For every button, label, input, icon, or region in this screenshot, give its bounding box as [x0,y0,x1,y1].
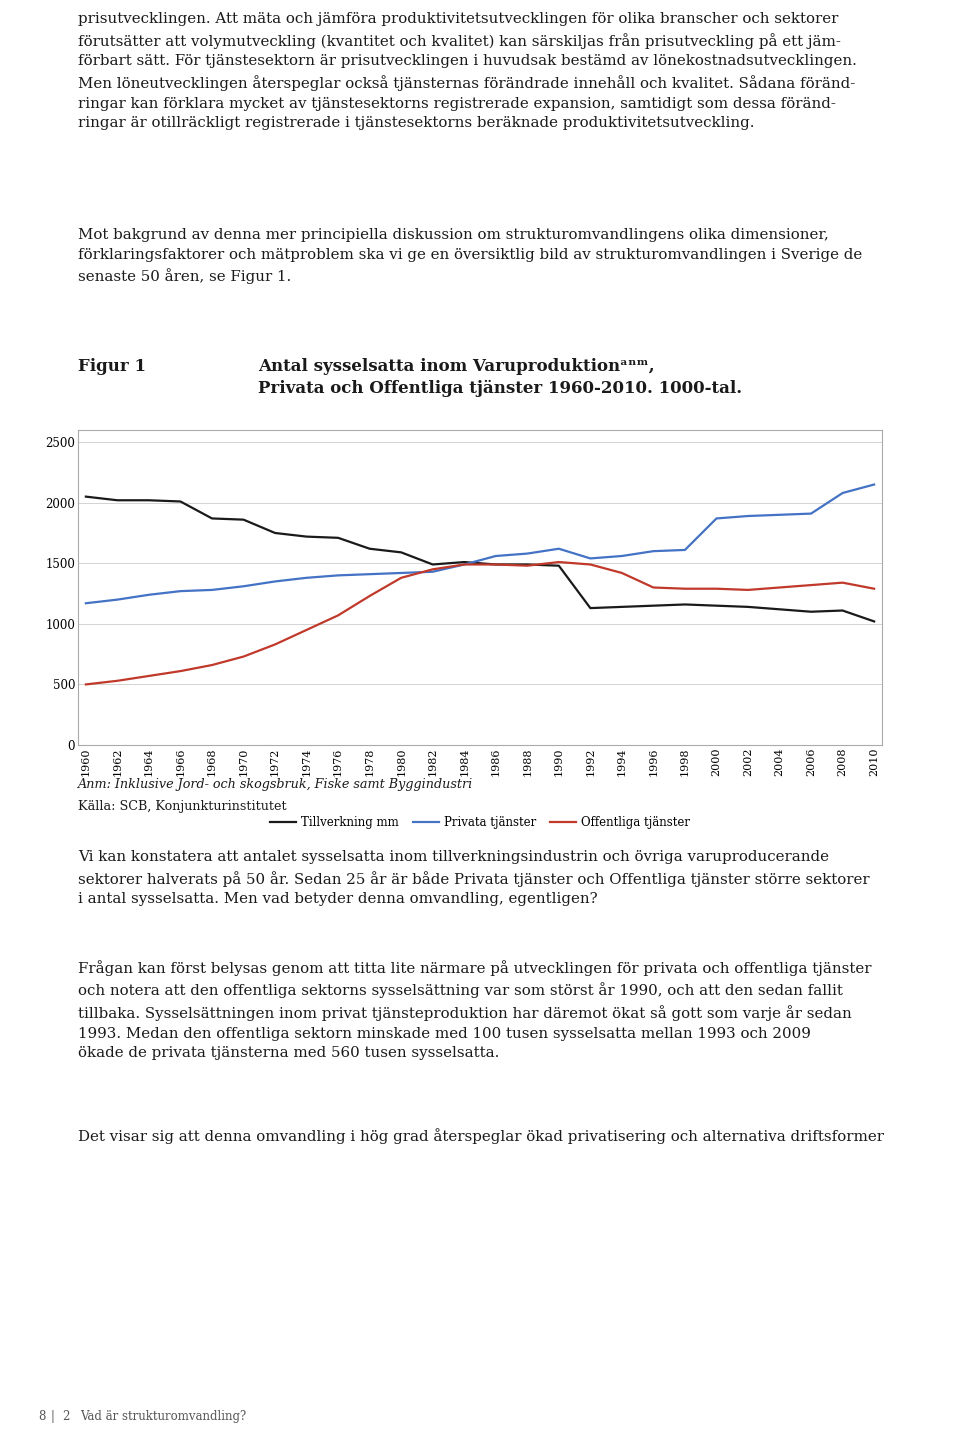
Text: Anm: Inklusive Jord- och skogsbruk, Fiske samt Byggindustri: Anm: Inklusive Jord- och skogsbruk, Fisk… [78,778,473,790]
Text: Figur 1: Figur 1 [78,358,146,375]
Legend: Tillverkning mm, Privata tjänster, Offentliga tjänster: Tillverkning mm, Privata tjänster, Offen… [266,811,694,833]
Text: Frågan kan först belysas genom att titta lite närmare på utvecklingen för privat: Frågan kan först belysas genom att titta… [78,959,872,1061]
Text: Antal sysselsatta inom Varuproduktionᵃⁿᵐ,
Privata och Offentliga tjänster 1960-2: Antal sysselsatta inom Varuproduktionᵃⁿᵐ… [258,358,742,397]
Text: |: | [50,1411,54,1423]
Text: Vi kan konstatera att antalet sysselsatta inom tillverkningsindustrin och övriga: Vi kan konstatera att antalet sysselsatt… [78,851,870,906]
Text: Mot bakgrund av denna mer principiella diskussion om strukturomvandlingens olika: Mot bakgrund av denna mer principiella d… [78,228,862,285]
Text: 2: 2 [62,1411,69,1423]
Text: 8: 8 [38,1411,45,1423]
Text: Det visar sig att denna omvandling i hög grad återspeglar ökad privatisering och: Det visar sig att denna omvandling i hög… [78,1128,884,1144]
Text: Källa: SCB, Konjunkturinstitutet: Källa: SCB, Konjunkturinstitutet [78,800,287,813]
Text: Vad är strukturomvandling?: Vad är strukturomvandling? [80,1411,247,1423]
Text: prisutvecklingen. Att mäta och jämföra produktivitetsutvecklingen för olika bran: prisutvecklingen. Att mäta och jämföra p… [78,11,857,130]
